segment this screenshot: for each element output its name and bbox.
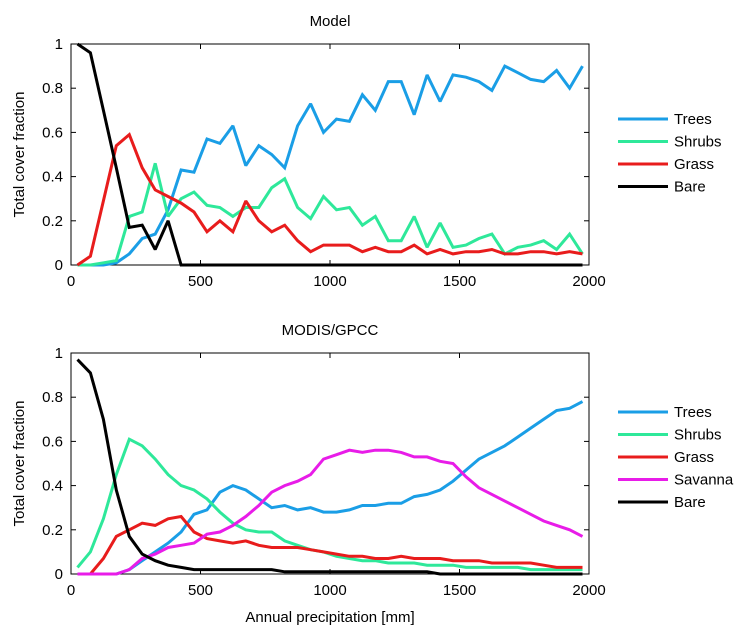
y-tick-label: 0.8 [42,389,63,406]
x-tick-label: 2000 [572,582,605,599]
chart-title: MODIS/GPCC [282,322,379,339]
y-tick-label: 0.4 [42,169,63,186]
series-line-bare [76,42,583,267]
series-line-savanna [77,448,584,576]
y-tick-label: 0.8 [42,80,63,97]
legend-label: Grass [674,449,714,466]
legend-label: Trees [674,111,712,128]
plot-frame [70,43,590,266]
x-tick-label: 1000 [313,582,346,599]
legend-label: Bare [674,179,706,196]
x-axis-label: Annual precipitation [mm] [245,609,414,626]
plot-frame [70,352,590,575]
legend-label: Bare [674,494,706,511]
series-line-bare [76,358,583,576]
legend-label: Grass [674,156,714,173]
legend-label: Trees [674,404,712,421]
x-tick-label: 500 [188,582,213,599]
series-line-trees [77,64,584,267]
series-line-grass [76,132,583,267]
y-tick-label: 0.4 [42,478,63,495]
y-tick-label: 0.6 [42,124,63,141]
modis-gpcc-panel: MODIS/GPCC Total cover fraction Annual p… [11,322,734,626]
series-line-trees [77,400,584,576]
y-tick-label: 1 [55,36,63,53]
y-tick-label: 1 [55,345,63,362]
series-line-grass [77,514,583,576]
legend-label: Shrubs [674,134,722,151]
y-tick-label: 0 [55,566,63,583]
legend-label: Shrubs [674,427,722,444]
y-axis-label: Total cover fraction [11,92,28,218]
model-panel: Model Total cover fraction 0 500 1000 1500 2… [11,13,722,290]
x-tick-label: 1500 [443,273,476,290]
y-axis-label: Total cover fraction [11,401,28,527]
x-tick-label: 1000 [313,273,346,290]
series-line-shrubs [77,162,584,267]
y-tick-label: 0 [55,257,63,274]
x-tick-label: 0 [67,273,75,290]
y-tick-label: 0.2 [42,213,63,230]
x-tick-label: 0 [67,582,75,599]
x-tick-label: 2000 [572,273,605,290]
chart-title: Model [310,13,351,30]
legend-label: Savanna [674,472,734,489]
x-tick-label: 500 [188,273,213,290]
x-tick-label: 1500 [443,582,476,599]
series-line-shrubs [76,437,583,572]
y-tick-label: 0.2 [42,522,63,539]
y-tick-label: 0.6 [42,433,63,450]
